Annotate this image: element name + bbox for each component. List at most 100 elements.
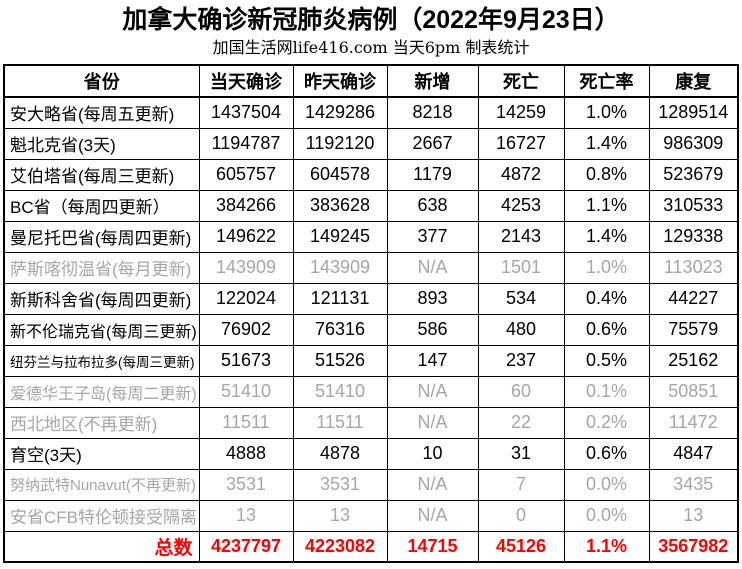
cell-deaths: 4872: [477, 158, 565, 191]
col-header-yesterday-confirmed: 昨天确诊: [292, 64, 388, 98]
table-row: 魁北克省(3天) 1194787 1192120 2667 16727 1.4% 98630…: [3, 127, 739, 160]
cell-deaths: 14259: [477, 96, 565, 129]
cell-today-confirmed: 11511: [198, 406, 294, 439]
cell-deaths: 534: [477, 282, 565, 315]
cell-yesterday-confirmed: 149245: [292, 220, 388, 253]
cell-new-cases: N/A: [386, 375, 479, 408]
cell-today-confirmed: 4237797: [198, 530, 294, 563]
cell-death-rate: 1.4%: [563, 220, 650, 253]
cell-recovered: 75579: [648, 313, 739, 346]
cell-death-rate: 0.6%: [563, 313, 650, 346]
covid-stats-table: 省份 当天确诊 昨天确诊 新增 死亡 死亡率 康复 安大略省(每周五更新) 143…: [3, 64, 739, 563]
cell-new-cases: N/A: [386, 251, 479, 284]
cell-deaths: 4253: [477, 189, 565, 222]
cell-province: 萨斯喀彻温省(每月更新): [3, 251, 200, 284]
cell-death-rate: 0.1%: [563, 375, 650, 408]
table-row: 新不伦瑞克省(每周三更新) 76902 76316 586 480 0.6% 75579: [3, 313, 739, 346]
cell-death-rate: 1.1%: [563, 530, 650, 563]
cell-yesterday-confirmed: 4223082: [292, 530, 388, 563]
cell-yesterday-confirmed: 11511: [292, 406, 388, 439]
cell-today-confirmed: 51410: [198, 375, 294, 408]
cell-death-rate: 1.1%: [563, 189, 650, 222]
cell-yesterday-confirmed: 604578: [292, 158, 388, 191]
cell-death-rate: 0.4%: [563, 282, 650, 315]
cell-province: 新不伦瑞克省(每周三更新): [3, 313, 200, 346]
cell-recovered: 25162: [648, 344, 739, 377]
col-header-death-rate: 死亡率: [563, 64, 650, 98]
cell-new-cases: 586: [386, 313, 479, 346]
cell-today-confirmed: 143909: [198, 251, 294, 284]
cell-new-cases: 10: [386, 437, 479, 470]
table-row: 西北地区(不再更新) 11511 11511 N/A 22 0.2% 11472: [3, 406, 739, 439]
table-row: 艾伯塔省(每周三更新) 605757 604578 1179 4872 0.8% 52367…: [3, 158, 739, 191]
cell-new-cases: 14715: [386, 530, 479, 563]
cell-recovered: 113023: [648, 251, 739, 284]
cell-province: 总数: [3, 530, 200, 563]
cell-deaths: 16727: [477, 127, 565, 160]
cell-yesterday-confirmed: 121131: [292, 282, 388, 315]
cell-yesterday-confirmed: 51526: [292, 344, 388, 377]
col-header-recovered: 康复: [648, 64, 739, 98]
cell-new-cases: N/A: [386, 499, 479, 532]
cell-death-rate: 1.0%: [563, 251, 650, 284]
cell-deaths: 2143: [477, 220, 565, 253]
cell-province: BC省（每周四更新）: [3, 189, 200, 222]
cell-deaths: 237: [477, 344, 565, 377]
cell-recovered: 986309: [648, 127, 739, 160]
cell-new-cases: N/A: [386, 468, 479, 501]
cell-death-rate: 0.6%: [563, 437, 650, 470]
cell-recovered: 1289514: [648, 96, 739, 129]
cell-today-confirmed: 1437504: [198, 96, 294, 129]
cell-yesterday-confirmed: 383628: [292, 189, 388, 222]
cell-deaths: 480: [477, 313, 565, 346]
table-row: 曼尼托巴省(每周四更新) 149622 149245 377 2143 1.4% 12933…: [3, 220, 739, 253]
cell-death-rate: 1.4%: [563, 127, 650, 160]
cell-new-cases: 893: [386, 282, 479, 315]
table-row: BC省（每周四更新） 384266 383628 638 4253 1.1% 310533: [3, 189, 739, 222]
cell-yesterday-confirmed: 1192120: [292, 127, 388, 160]
cell-new-cases: 147: [386, 344, 479, 377]
cell-today-confirmed: 605757: [198, 158, 294, 191]
cell-today-confirmed: 149622: [198, 220, 294, 253]
cell-death-rate: 0.0%: [563, 499, 650, 532]
cell-yesterday-confirmed: 1429286: [292, 96, 388, 129]
cell-province: 安省CFB特伦顿接受隔离: [3, 499, 200, 532]
cell-recovered: 4847: [648, 437, 739, 470]
cell-recovered: 44227: [648, 282, 739, 315]
cell-new-cases: 638: [386, 189, 479, 222]
cell-today-confirmed: 3531: [198, 468, 294, 501]
table-row: 安省CFB特伦顿接受隔离 13 13 N/A 0 0.0% 13: [3, 499, 739, 532]
cell-today-confirmed: 122024: [198, 282, 294, 315]
table-row: 萨斯喀彻温省(每月更新) 143909 143909 N/A 1501 1.0% 11302…: [3, 251, 739, 284]
cell-province: 纽芬兰与拉布拉多(每周三更新): [3, 344, 200, 377]
cell-recovered: 523679: [648, 158, 739, 191]
cell-recovered: 50851: [648, 375, 739, 408]
cell-recovered: 129338: [648, 220, 739, 253]
table-row: 纽芬兰与拉布拉多(每周三更新) 51673 51526 147 237 0.5% 25162: [3, 344, 739, 377]
cell-province: 艾伯塔省(每周三更新): [3, 158, 200, 191]
cell-province: 新斯科舍省(每周四更新): [3, 282, 200, 315]
cell-new-cases: N/A: [386, 406, 479, 439]
cell-new-cases: 2667: [386, 127, 479, 160]
cell-death-rate: 0.0%: [563, 468, 650, 501]
page-title: 加拿大确诊新冠肺炎病例（2022年9月23日）: [122, 6, 620, 34]
cell-recovered: 310533: [648, 189, 739, 222]
cell-yesterday-confirmed: 76316: [292, 313, 388, 346]
cell-province: 爱德华王子岛(每周二更新): [3, 375, 200, 408]
cell-death-rate: 0.8%: [563, 158, 650, 191]
cell-yesterday-confirmed: 13: [292, 499, 388, 532]
cell-today-confirmed: 1194787: [198, 127, 294, 160]
cell-recovered: 3567982: [648, 530, 739, 563]
table-header-row: 省份 当天确诊 昨天确诊 新增 死亡 死亡率 康复: [3, 64, 739, 98]
cell-province: 安大略省(每周五更新): [3, 96, 200, 129]
cell-yesterday-confirmed: 51410: [292, 375, 388, 408]
cell-deaths: 0: [477, 499, 565, 532]
cell-province: 曼尼托巴省(每周四更新): [3, 220, 200, 253]
col-header-today-confirmed: 当天确诊: [198, 64, 294, 98]
cell-recovered: 3435: [648, 468, 739, 501]
cell-deaths: 60: [477, 375, 565, 408]
cell-deaths: 31: [477, 437, 565, 470]
cell-today-confirmed: 76902: [198, 313, 294, 346]
cell-deaths: 45126: [477, 530, 565, 563]
